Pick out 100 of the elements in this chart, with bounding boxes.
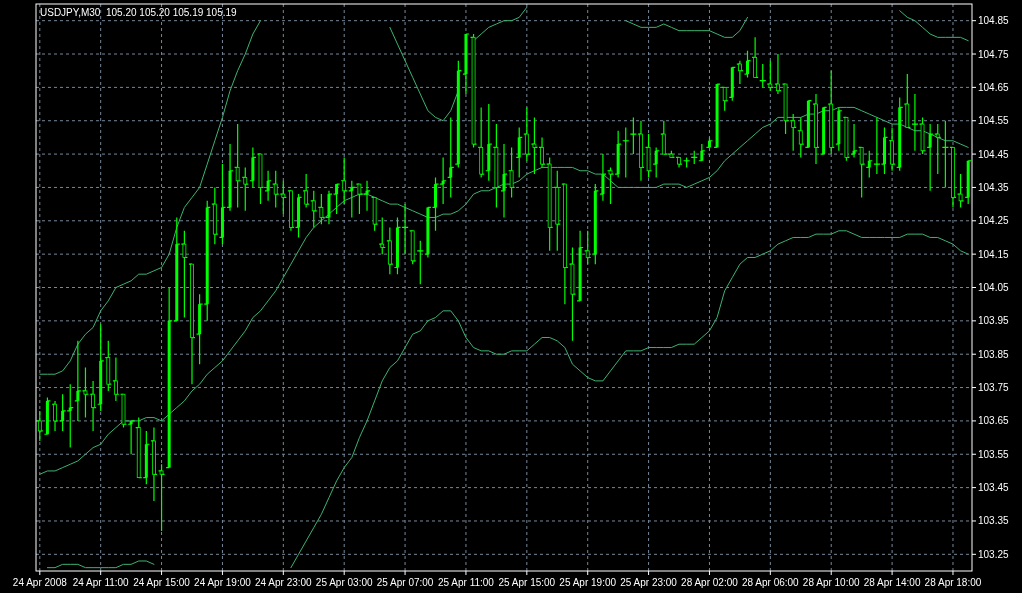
candlestick	[441, 156, 445, 205]
candlestick	[83, 366, 88, 419]
candlestick	[251, 146, 255, 189]
candlestick	[844, 116, 849, 162]
x-tick-label: 25 Apr 11:00	[437, 577, 495, 588]
candlestick	[700, 143, 704, 162]
candlestick	[152, 426, 156, 502]
y-tick-label: 103.95	[978, 315, 1010, 327]
candlestick	[722, 86, 727, 112]
candlestick	[585, 230, 590, 265]
candlestick	[304, 173, 309, 209]
candlestick	[266, 170, 270, 202]
candlestick	[783, 83, 788, 135]
candlestick	[814, 93, 818, 165]
candlestick	[753, 36, 758, 78]
candlestick	[357, 183, 362, 215]
candlestick	[958, 173, 963, 209]
candlestick	[426, 206, 430, 259]
candlestick	[890, 126, 894, 172]
candlestick	[608, 166, 613, 205]
candlestick	[509, 146, 514, 199]
candlestick	[380, 216, 385, 255]
candlestick	[327, 190, 331, 225]
candlestick	[114, 356, 118, 402]
candlestick	[365, 180, 369, 212]
candlestick	[136, 416, 141, 479]
y-tick-label: 104.85	[978, 15, 1010, 27]
y-tick-label: 104.25	[978, 215, 1010, 227]
candlestick	[464, 33, 468, 95]
x-tick-label: 24 Apr 23:00	[254, 577, 313, 588]
candlestick	[532, 116, 537, 175]
candlestick	[243, 166, 248, 212]
x-tick-label: 28 Apr 10:00	[802, 577, 861, 588]
candlestick	[570, 246, 575, 342]
candlestick	[410, 230, 415, 265]
x-tick-label: 25 Apr 03:00	[315, 577, 373, 588]
x-tick-label: 28 Apr 06:00	[741, 577, 800, 588]
candlestick	[661, 120, 666, 155]
x-tick-label: 24 Apr 11:00	[72, 577, 130, 588]
candlestick	[776, 53, 780, 95]
candlestick	[372, 196, 377, 232]
candlestick	[311, 190, 316, 229]
chart-title: USDJPY,M30 105.20 105.20 105.19 105.19	[40, 7, 238, 18]
candlestick	[76, 340, 80, 422]
candlestick	[540, 136, 544, 169]
x-tick-label: 24 Apr 15:00	[133, 577, 191, 588]
candlestick	[639, 120, 643, 182]
candlestick	[212, 186, 217, 245]
x-tick-label: 25 Apr 07:00	[376, 577, 434, 588]
y-tick-label: 104.35	[978, 181, 1010, 193]
y-tick-label: 104.55	[978, 115, 1010, 127]
candlestick	[182, 230, 187, 319]
candlestick	[53, 400, 57, 432]
candlestick	[555, 170, 560, 252]
x-tick-label: 28 Apr 14:00	[863, 577, 921, 588]
candlestick	[273, 170, 278, 209]
candlestick	[547, 156, 552, 252]
y-tick-label: 103.45	[978, 482, 1010, 494]
y-tick-label: 104.75	[978, 48, 1010, 60]
y-tick-label: 104.45	[978, 148, 1010, 160]
candlestick	[646, 133, 651, 179]
candlestick	[342, 156, 347, 205]
y-tick-label: 103.25	[978, 548, 1010, 560]
candlestick	[951, 146, 955, 209]
candlestick	[289, 190, 293, 232]
candlestick	[859, 146, 864, 199]
candlestick	[190, 263, 194, 385]
x-tick-label: 28 Apr 18:00	[924, 577, 982, 588]
candlestick	[319, 193, 324, 225]
x-tick-label: 28 Apr 02:00	[681, 577, 739, 588]
y-tick-label: 103.55	[978, 448, 1010, 460]
candlestick	[601, 153, 605, 202]
candlestick	[471, 33, 476, 149]
candlestick	[281, 180, 286, 215]
x-tick-label: 25 Apr 23:00	[620, 577, 678, 588]
candlestick	[852, 123, 856, 159]
candlestick	[479, 106, 484, 179]
candlestick	[768, 60, 773, 92]
x-tick-label: 24 Apr 19:00	[194, 577, 252, 588]
y-tick-label: 103.75	[978, 382, 1010, 394]
candlestick	[235, 123, 240, 209]
candlestick	[791, 113, 796, 152]
line-series	[39, 106, 969, 475]
x-tick-label: 24 Apr 2008	[12, 577, 68, 588]
candlestick	[228, 143, 232, 212]
candlestick	[91, 380, 95, 432]
candlestick	[502, 143, 506, 219]
candlestick	[829, 70, 834, 155]
candlestick	[562, 183, 567, 305]
candlestick	[738, 60, 742, 85]
candlestick	[37, 410, 42, 442]
y-tick-label: 104.15	[978, 248, 1010, 260]
candlestick	[928, 123, 932, 192]
candlestick	[258, 153, 263, 205]
candlestick	[616, 130, 620, 179]
candlestick	[798, 116, 803, 159]
candlestick	[578, 230, 582, 302]
candlestick	[121, 393, 126, 429]
y-tick-label: 104.65	[978, 81, 1010, 93]
candlestick	[129, 420, 133, 455]
